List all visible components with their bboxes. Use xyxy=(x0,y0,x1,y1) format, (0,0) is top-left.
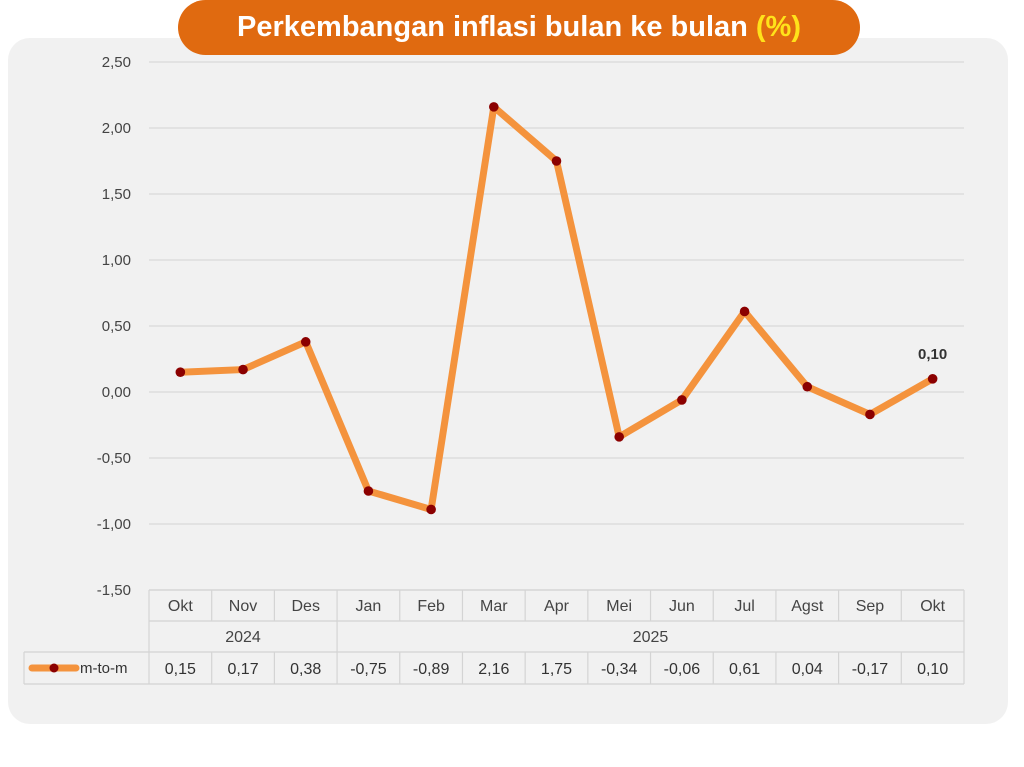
x-tick-label: Jul xyxy=(734,598,754,615)
table-value: -0,75 xyxy=(350,661,387,678)
x-tick-label: Sep xyxy=(856,598,885,615)
table-value: 0,38 xyxy=(290,661,321,678)
chart-title: Perkembangan inflasi bulan ke bulan xyxy=(237,11,748,43)
data-point xyxy=(300,337,311,347)
table-value: -0,89 xyxy=(413,661,450,678)
x-tick-label: Okt xyxy=(168,598,193,615)
legend-marker-swatch xyxy=(49,663,59,673)
data-point xyxy=(551,156,562,166)
chart-title-banner: Perkembangan inflasi bulan ke bulan (%) xyxy=(178,0,860,55)
x-tick-label: Mei xyxy=(606,598,632,615)
x-tick-label: Apr xyxy=(544,598,570,615)
y-tick-label: 0,00 xyxy=(102,384,131,401)
x-tick-label: Des xyxy=(292,598,320,615)
data-point xyxy=(238,364,248,375)
grid-lines xyxy=(149,61,964,591)
table-value: 0,17 xyxy=(227,661,258,678)
x-tick-label: Jan xyxy=(356,598,382,615)
y-tick-label: 0,50 xyxy=(102,318,131,335)
data-point xyxy=(677,395,687,405)
x-tick-label: Jun xyxy=(669,598,695,615)
table-value: -0,34 xyxy=(601,661,638,678)
data-table: 2024 2025 Okt 0,15 Nov 0,17 Des 0,38 Jan -0,75 Feb… xyxy=(23,589,965,685)
table-value: 2,16 xyxy=(478,661,509,678)
y-tick-label: 2,00 xyxy=(102,120,131,137)
table-value: 0,04 xyxy=(792,661,823,678)
data-label: 0,10 xyxy=(918,346,947,363)
y-axis-ticks: 2,50 2,00 1,50 1,00 0,50 0,00 -0,50 -1,00 -1,50 xyxy=(97,54,131,599)
y-tick-label: -1,50 xyxy=(97,582,131,599)
y-tick-label: -1,00 xyxy=(97,516,131,533)
y-tick-label: 1,00 xyxy=(102,252,131,269)
data-point xyxy=(802,381,813,392)
y-tick-label: 1,50 xyxy=(102,186,131,203)
data-point xyxy=(175,367,186,378)
chart-panel xyxy=(8,38,1008,724)
table-value: -0,06 xyxy=(664,661,701,678)
year-label: 2024 xyxy=(225,629,261,646)
data-point xyxy=(489,102,499,112)
table-value: 0,61 xyxy=(729,661,760,678)
series-line xyxy=(176,103,937,513)
year-label: 2025 xyxy=(633,629,669,646)
y-tick-label: -0,50 xyxy=(97,450,131,467)
table-value: 0,10 xyxy=(917,661,948,678)
data-point xyxy=(865,409,875,420)
data-point xyxy=(426,504,436,515)
x-tick-label: Mar xyxy=(480,598,508,615)
legend-label: m-to-m xyxy=(80,660,128,677)
table-value: 0,15 xyxy=(165,661,196,678)
data-point xyxy=(927,374,938,384)
table-value: -0,17 xyxy=(852,661,889,678)
x-tick-label: Nov xyxy=(229,598,257,615)
chart-title-unit: (%) xyxy=(755,11,801,43)
x-tick-label: Feb xyxy=(417,598,445,615)
data-point xyxy=(363,486,374,496)
annotations: 0,10 xyxy=(918,346,947,363)
data-point xyxy=(739,306,750,317)
data-point xyxy=(614,432,624,442)
y-tick-label: 2,50 xyxy=(102,54,131,71)
x-tick-label: Okt xyxy=(920,598,945,615)
x-tick-label: Agst xyxy=(791,598,824,615)
series-m-to-m xyxy=(175,102,938,515)
table-value: 1,75 xyxy=(541,661,572,678)
